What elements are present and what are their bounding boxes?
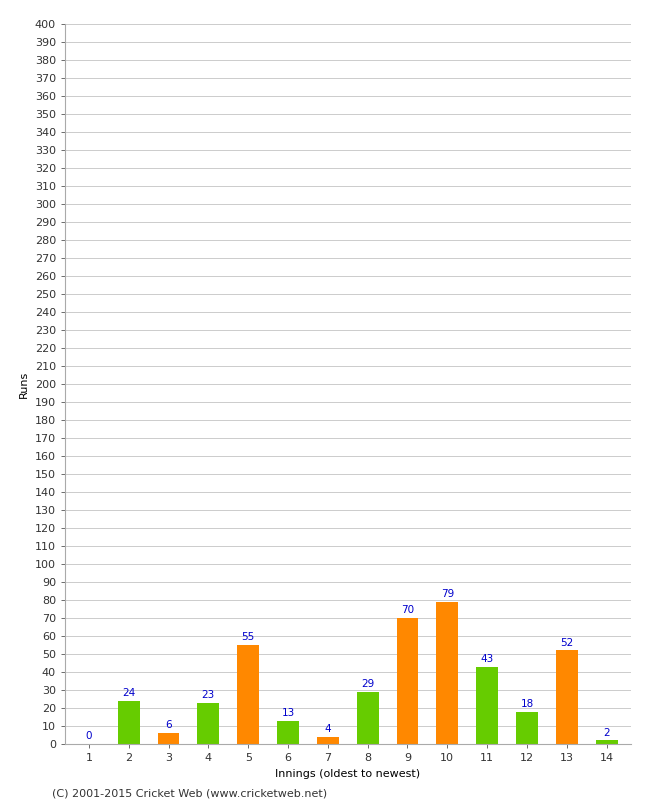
Text: 79: 79	[441, 589, 454, 599]
Bar	[237, 645, 259, 744]
Text: 55: 55	[242, 632, 255, 642]
Text: 18: 18	[521, 699, 534, 709]
Bar	[436, 602, 458, 744]
Text: 70: 70	[401, 606, 414, 615]
Bar	[396, 618, 419, 744]
Bar	[595, 741, 617, 744]
Text: 13: 13	[281, 708, 294, 718]
Text: 4: 4	[324, 724, 331, 734]
Bar	[277, 721, 299, 744]
Bar	[157, 733, 179, 744]
Text: (C) 2001-2015 Cricket Web (www.cricketweb.net): (C) 2001-2015 Cricket Web (www.cricketwe…	[52, 788, 327, 798]
Bar	[476, 666, 498, 744]
Bar	[198, 702, 219, 744]
Text: 43: 43	[480, 654, 494, 664]
Text: 23: 23	[202, 690, 215, 700]
Text: 6: 6	[165, 721, 172, 730]
Bar	[516, 712, 538, 744]
Text: 52: 52	[560, 638, 573, 648]
X-axis label: Innings (oldest to newest): Innings (oldest to newest)	[275, 769, 421, 778]
Text: 24: 24	[122, 688, 135, 698]
Bar	[317, 737, 339, 744]
Text: 2: 2	[603, 728, 610, 738]
Text: 29: 29	[361, 679, 374, 689]
Bar	[357, 692, 378, 744]
Bar	[556, 650, 578, 744]
Text: 0: 0	[86, 731, 92, 742]
Y-axis label: Runs: Runs	[19, 370, 29, 398]
Bar	[118, 701, 140, 744]
